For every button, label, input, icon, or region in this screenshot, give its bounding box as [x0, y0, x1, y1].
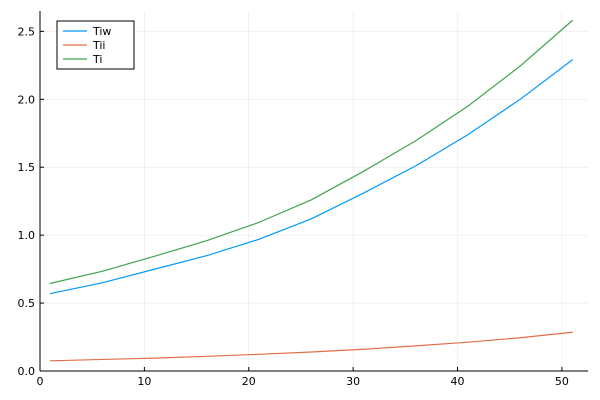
- x-tick-label-5: 50: [555, 375, 569, 388]
- legend-label-ti: Ti: [92, 53, 102, 66]
- y-tick-label-4: 2.0: [18, 93, 36, 106]
- y-tick-label-0: 0.0: [18, 365, 36, 378]
- x-tick-label-3: 30: [346, 375, 360, 388]
- series-line-ti: [49, 19, 573, 284]
- y-tick-label-1: 0.5: [18, 297, 36, 310]
- x-tick-label-2: 20: [242, 375, 256, 388]
- series-lines: [49, 19, 573, 362]
- series-line-tiw: [49, 59, 573, 295]
- y-tick-label-5: 2.5: [18, 25, 36, 38]
- axes: [39, 11, 588, 372]
- x-tick-label-0: 0: [37, 375, 44, 388]
- y-tick-label-2: 1.0: [18, 229, 36, 242]
- x-tick-label-4: 40: [451, 375, 465, 388]
- legend-label-tiw: Tiw: [92, 25, 111, 38]
- legend-label-tii: Tii: [92, 39, 106, 52]
- x-tick-label-1: 10: [137, 375, 151, 388]
- tick-labels: 0 10 20 30 40 50 0.0 0.5 1.0 1.5 2.0 2.5: [18, 25, 569, 388]
- grid-lines: [39, 11, 588, 372]
- y-tick-label-3: 1.5: [18, 161, 36, 174]
- series-line-tii: [49, 331, 573, 362]
